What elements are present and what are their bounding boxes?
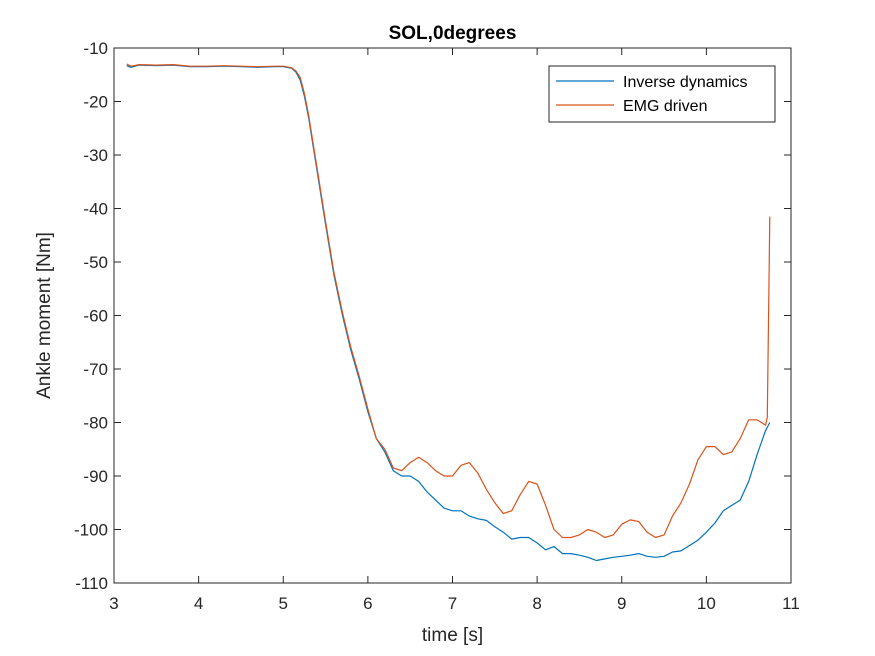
chart-title: SOL,0degrees [389,23,517,44]
legend: Inverse dynamics EMG driven [548,65,776,123]
plot-area-background [114,48,791,583]
y-axis-label: Ankle moment [Nm] [34,232,55,399]
series-line-emg-driven [126,63,771,539]
y-tick-label: -30 [83,146,108,165]
series-layer [126,63,771,562]
y-tick-label: -100 [74,521,108,540]
x-tick-label: 9 [617,594,626,613]
x-tick-label: 5 [279,594,288,613]
x-tick-label: 11 [782,594,800,613]
y-tick-label: -60 [83,307,108,326]
y-tick-label: -90 [83,467,108,486]
x-tick-label: 8 [532,594,541,613]
x-axis-label: time [s] [422,625,483,646]
y-tick-label: -10 [83,39,108,58]
y-tick-label: -80 [83,414,108,433]
y-tick-label: -70 [83,360,108,379]
y-tick-label: -110 [75,574,108,593]
y-tick-label: -50 [83,253,108,272]
axes: 3 4 5 6 7 8 9 10 11 -10 -20 -30 -40 -50 -60 -70 -80 -90 -1… [74,39,800,613]
x-tick-label: 10 [697,594,716,613]
legend-label-inverse-dynamics: Inverse dynamics [623,74,748,91]
legend-label-emg-driven: EMG driven [623,98,707,115]
x-tick-label: 6 [363,594,372,613]
y-tick-label: -20 [83,93,108,112]
y-tick-label: -40 [83,200,108,219]
x-tick-label: 4 [194,594,203,613]
x-tick-label: 7 [448,594,457,613]
x-tick-label: 3 [109,594,118,613]
legend-box [548,65,776,123]
